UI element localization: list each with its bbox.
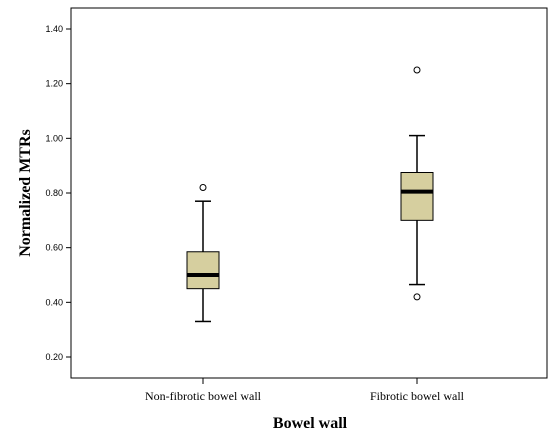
x-category-label: Non-fibrotic bowel wall (145, 389, 262, 403)
x-axis-title: Bowel wall (273, 415, 348, 432)
iqr-box (400, 172, 434, 221)
y-axis-title: Normalized MTRs (17, 129, 34, 257)
box-group (186, 184, 220, 323)
outlier-point (413, 293, 421, 301)
y-tick-label: 0.60 (45, 243, 63, 253)
y-tick-label: 1.00 (45, 133, 63, 143)
x-axis-ticks: Non-fibrotic bowel wall Fibrotic bowel wa… (145, 378, 465, 403)
outlier-point (413, 66, 421, 74)
y-tick-label: 0.40 (45, 297, 63, 307)
x-category-label: Fibrotic bowel wall (370, 389, 465, 403)
boxes (186, 66, 434, 323)
outlier-point (199, 184, 207, 192)
y-tick-label: 0.20 (45, 352, 63, 362)
box-group (400, 66, 434, 301)
y-axis-ticks: 0.20 0.40 0.60 0.80 1.00 1.20 1.40 (45, 24, 71, 362)
y-tick-label: 1.20 (45, 79, 63, 89)
plot-area (70, 7, 548, 379)
y-tick-label: 1.40 (45, 24, 63, 34)
y-tick-label: 0.80 (45, 188, 63, 198)
iqr-box (186, 251, 220, 290)
